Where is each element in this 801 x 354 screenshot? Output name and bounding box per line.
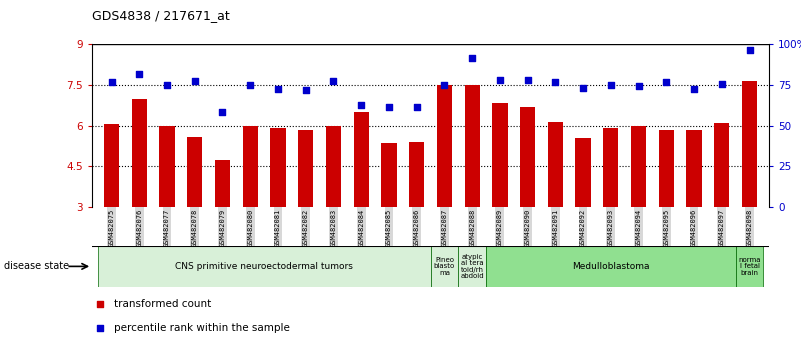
Text: atypic
al tera
toid/rh
abdoid: atypic al tera toid/rh abdoid (461, 253, 484, 279)
Point (94, 301, 107, 307)
Bar (104, 124, 119, 207)
Point (438, 82, 451, 88)
Point (687, 86, 700, 92)
Bar (742, 81, 757, 207)
Bar (493, 103, 508, 207)
Bar (603, 129, 618, 207)
Point (743, 47, 756, 52)
Text: GDS4838 / 217671_at: GDS4838 / 217671_at (92, 9, 230, 22)
Point (244, 82, 256, 88)
Bar (714, 123, 730, 207)
Point (94, 325, 107, 331)
Bar (215, 160, 230, 207)
Bar (98, 246, 431, 287)
Bar (353, 112, 368, 207)
Bar (486, 246, 735, 287)
Bar (575, 138, 590, 207)
Point (300, 87, 312, 93)
Bar (409, 142, 425, 207)
Bar (437, 85, 452, 207)
Point (605, 82, 618, 88)
Point (133, 71, 146, 77)
Bar (458, 246, 486, 287)
Bar (465, 85, 480, 207)
Point (632, 84, 645, 89)
Bar (631, 126, 646, 207)
Bar (381, 143, 396, 207)
Point (383, 104, 396, 109)
Bar (735, 246, 763, 287)
Text: Medulloblastoma: Medulloblastoma (572, 262, 650, 271)
Bar (131, 98, 147, 207)
Text: disease state: disease state (4, 261, 69, 272)
Bar (326, 126, 341, 207)
Point (660, 79, 673, 85)
Text: percentile rank within the sample: percentile rank within the sample (114, 323, 290, 333)
Point (161, 82, 174, 88)
Text: Pineo
blasto
ma: Pineo blasto ma (434, 257, 455, 276)
Text: norma
l fetal
brain: norma l fetal brain (739, 257, 761, 276)
Text: CNS primitive neuroectodermal tumors: CNS primitive neuroectodermal tumors (175, 262, 353, 271)
Point (355, 103, 368, 108)
Bar (243, 126, 258, 207)
Point (272, 86, 284, 92)
Point (521, 77, 534, 82)
Bar (431, 246, 458, 287)
Point (188, 78, 201, 84)
Bar (159, 126, 175, 207)
Point (577, 85, 590, 91)
Bar (658, 130, 674, 207)
Point (327, 78, 340, 84)
Bar (187, 137, 203, 207)
Bar (271, 129, 286, 207)
Text: transformed count: transformed count (114, 299, 211, 309)
Point (715, 81, 728, 86)
Bar (520, 107, 535, 207)
Bar (298, 130, 313, 207)
Point (465, 55, 478, 61)
Bar (548, 122, 563, 207)
Point (105, 79, 118, 85)
Point (549, 79, 562, 85)
Point (493, 77, 506, 82)
Point (410, 104, 423, 109)
Bar (686, 130, 702, 207)
Point (216, 109, 229, 115)
